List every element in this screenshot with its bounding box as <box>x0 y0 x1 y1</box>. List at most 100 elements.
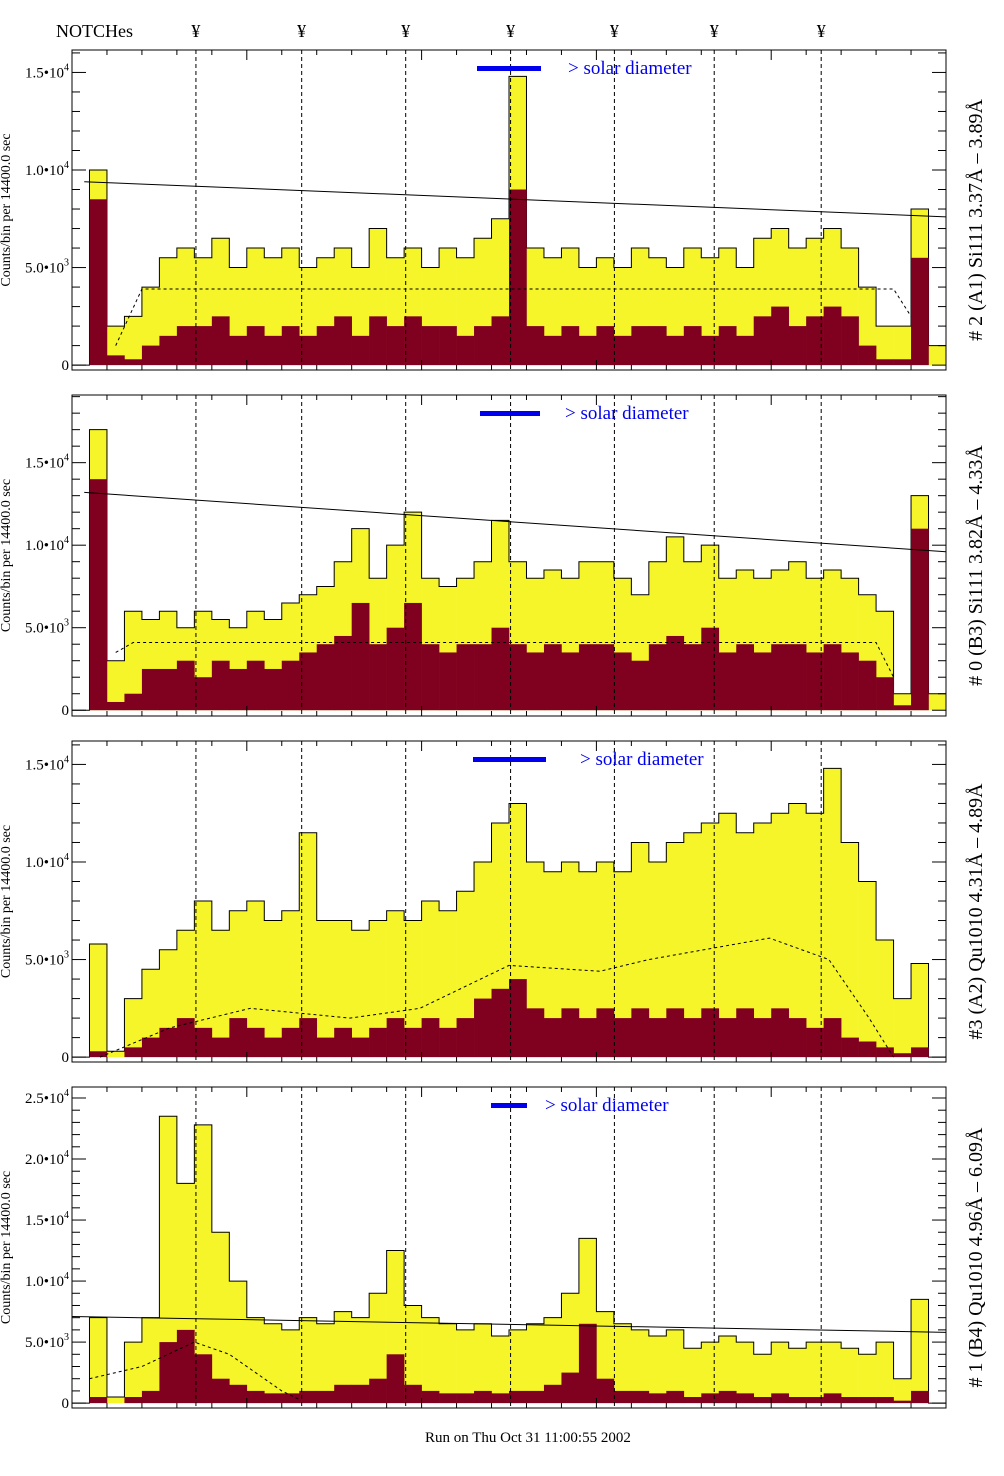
histogram-bar <box>159 1342 178 1404</box>
histogram-bar <box>613 335 632 366</box>
histogram-bar <box>631 1329 650 1404</box>
y-tick-label: 1.5•104 <box>25 62 69 81</box>
histogram-bar <box>753 1018 772 1058</box>
histogram-bar <box>316 1037 335 1058</box>
histogram-bar <box>281 326 300 366</box>
histogram-bar <box>718 813 737 1058</box>
histogram-bar <box>89 1397 108 1404</box>
histogram-bar <box>159 668 178 711</box>
histogram-bar <box>876 940 894 1058</box>
notch-marker-1: ¥ <box>297 21 306 41</box>
y-tick-label: 0 <box>62 1050 70 1066</box>
panel-1: 0 5.0•103 1.0•104 1.5•104 Counts/bin per 144… <box>0 394 987 719</box>
histogram-bar <box>386 627 405 711</box>
notch-marker-0: ¥ <box>191 21 200 41</box>
histogram-bar <box>823 1393 842 1404</box>
histogram-bar <box>141 1037 160 1058</box>
solid-trend-line <box>71 1315 947 1333</box>
histogram-bar <box>806 1027 824 1058</box>
histogram-bar <box>351 1384 370 1404</box>
solar-diameter-bar <box>480 411 540 416</box>
solar-diameter-label: > solar diameter <box>568 58 692 79</box>
histogram-bar <box>736 832 755 1058</box>
histogram-bar <box>211 1378 230 1404</box>
subset-series <box>89 189 929 366</box>
histogram-bar <box>421 1317 440 1404</box>
histogram-bar <box>89 1317 108 1404</box>
histogram-bar <box>666 335 685 366</box>
histogram-bar <box>841 652 859 711</box>
histogram-bar <box>106 660 125 711</box>
histogram-bar <box>666 635 685 711</box>
histogram-bar <box>456 1329 475 1404</box>
histogram-bar <box>718 1018 737 1058</box>
histogram-bar <box>474 1390 492 1404</box>
histogram-bar <box>176 1329 195 1404</box>
y-tick-label: 5.0•103 <box>25 618 69 637</box>
histogram-bar <box>561 1008 580 1058</box>
histogram-bar <box>736 644 755 711</box>
histogram-bar <box>683 1397 702 1404</box>
histogram-bar <box>439 652 457 711</box>
y-tick-label: 5.0•103 <box>25 950 69 969</box>
histogram-bar <box>386 1018 405 1058</box>
histogram-bar <box>858 345 877 366</box>
histogram-bar <box>841 1348 859 1404</box>
histogram-bar <box>281 1393 300 1404</box>
histogram-bar <box>456 644 475 711</box>
subset-series <box>89 979 929 1058</box>
solid-trend-line <box>84 181 947 218</box>
panel-0: 0 5.0•103 1.0•104 1.5•104 Counts/bin per 144… <box>0 49 987 374</box>
histogram-bar <box>928 693 947 711</box>
histogram-bar <box>561 326 580 366</box>
histogram-bar <box>316 1390 335 1404</box>
panel-2: 0 5.0•103 1.0•104 1.5•104 Counts/bin per 144… <box>0 740 987 1066</box>
histogram-bar <box>299 652 318 711</box>
histogram-bar <box>246 901 265 1058</box>
histogram-bar <box>299 1317 318 1404</box>
histogram-bar <box>334 920 352 1058</box>
histogram-bar <box>509 979 527 1058</box>
histogram-bar <box>491 627 510 711</box>
histogram-bar <box>806 1397 824 1404</box>
dashed-curve <box>99 937 894 1058</box>
histogram-bar <box>421 326 440 366</box>
histogram-bar <box>718 1390 737 1404</box>
histogram-bar <box>701 627 720 711</box>
histogram-bar <box>246 1390 265 1404</box>
histogram-bar <box>771 1393 789 1404</box>
histogram-bar <box>316 644 335 711</box>
histogram-bar <box>806 652 824 711</box>
y-axis-label: Counts/bin per 14400.0 sec <box>0 1171 14 1324</box>
plot-frame <box>71 49 947 371</box>
histogram-bar <box>439 1323 457 1404</box>
histogram-bar <box>736 1008 755 1058</box>
histogram-bar <box>404 316 422 366</box>
histogram-bar <box>439 910 457 1058</box>
histogram-bar <box>89 479 108 711</box>
histogram-bar <box>456 1018 475 1058</box>
histogram-bar <box>159 1116 178 1404</box>
histogram-bar <box>334 1027 352 1058</box>
solar-diameter-bar <box>491 1103 527 1108</box>
histogram-bar <box>648 1393 667 1404</box>
histogram-bar <box>439 1027 457 1058</box>
histogram-bar <box>456 1393 475 1404</box>
histogram-bar <box>648 861 667 1058</box>
histogram-bar <box>456 335 475 366</box>
histogram-bar <box>578 1323 597 1404</box>
solar-diameter-label: > solar diameter <box>545 1095 669 1116</box>
histogram-bar <box>788 644 807 711</box>
dashed-curve <box>115 288 912 346</box>
histogram-bar <box>631 1390 650 1404</box>
histogram-bar <box>683 644 702 711</box>
histogram-bar <box>124 998 143 1058</box>
histogram-bar <box>596 644 615 711</box>
histogram-bar <box>491 1335 510 1404</box>
histogram-bar <box>194 677 213 711</box>
histogram-bar <box>823 306 842 366</box>
histogram-bar <box>753 1354 772 1404</box>
histogram-bar <box>334 1311 352 1404</box>
run-timestamp: Run on Thu Oct 31 11:00:55 2002 <box>425 1430 631 1446</box>
histogram-bar <box>683 832 702 1058</box>
